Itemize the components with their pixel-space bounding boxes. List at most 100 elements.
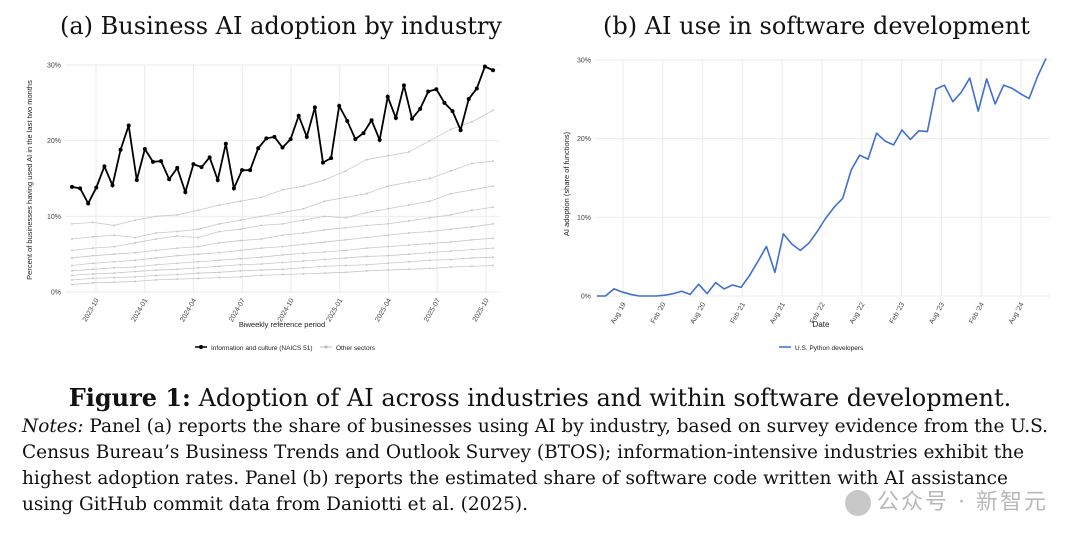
highlight-point — [150, 159, 155, 164]
y-tick-label: 20% — [577, 136, 591, 143]
other-sector-point — [239, 269, 242, 272]
y-tick-label: 30% — [577, 58, 591, 65]
other-sector-point — [197, 253, 200, 256]
other-sector-point — [71, 249, 73, 252]
other-sector-point — [344, 238, 347, 241]
other-sector-point — [407, 268, 410, 271]
other-sector-point — [155, 263, 158, 266]
other-sector-point — [155, 215, 158, 218]
other-sector-point — [71, 238, 73, 241]
other-sector-point — [176, 230, 179, 233]
other-sector-point — [218, 276, 221, 279]
other-sector-point — [239, 228, 242, 231]
other-sector-point — [134, 236, 137, 239]
other-sector-point — [113, 260, 116, 263]
other-sector-point — [71, 222, 73, 225]
chart-a-highlight-series — [70, 64, 495, 206]
highlight-point — [353, 137, 358, 142]
other-sector-point — [428, 242, 431, 245]
other-sector-point — [492, 206, 494, 209]
highlight-point — [248, 168, 253, 173]
other-sector-point — [92, 235, 95, 238]
chart-a-other-sectors — [71, 109, 494, 286]
x-tick-label: Aug '19 — [610, 301, 628, 325]
other-sector-point — [92, 254, 95, 257]
other-sector-point — [470, 256, 473, 259]
other-sector-point — [365, 247, 368, 250]
other-sector-point — [71, 283, 73, 286]
other-sector-point — [218, 271, 221, 274]
other-sector-point — [428, 259, 431, 262]
other-sector-point — [281, 273, 284, 276]
other-sector-point — [492, 256, 494, 259]
other-sector-point — [344, 249, 347, 252]
other-sector-point — [470, 120, 473, 123]
other-sector-point — [470, 188, 473, 191]
legend-highlight-label: Information and culture (NAICS 51) — [211, 345, 313, 352]
highlight-point — [329, 156, 334, 161]
other-sector-point — [260, 274, 263, 277]
other-sector-point — [492, 222, 494, 225]
other-sector-point — [281, 222, 284, 225]
legend-other-label: Other sectors — [336, 345, 376, 352]
other-sector-point — [134, 259, 137, 262]
other-sector-point — [492, 247, 494, 250]
other-sector-point — [113, 224, 116, 227]
other-sector-point — [71, 256, 73, 259]
other-sector-point — [386, 254, 389, 257]
x-tick-label: Aug '22 — [849, 301, 867, 325]
other-sector-point — [155, 256, 158, 259]
legend-python-label: U.S. Python developers — [795, 345, 864, 352]
notes-label: Notes: — [22, 416, 84, 437]
highlight-point — [118, 147, 123, 152]
highlight-point — [70, 184, 74, 189]
other-sector-point — [155, 238, 158, 241]
other-sector-point — [449, 250, 452, 253]
x-tick-label: Aug '20 — [690, 301, 708, 325]
highlight-point — [385, 94, 390, 99]
highlight-point — [450, 109, 455, 114]
highlight-point — [102, 164, 107, 169]
other-sector-point — [197, 277, 200, 280]
highlight-point — [442, 100, 447, 105]
other-sector-point — [302, 207, 305, 210]
other-sector-point — [449, 258, 452, 261]
other-sector-point — [134, 251, 137, 254]
highlight-point — [191, 162, 196, 167]
other-sector-point — [218, 259, 221, 262]
other-sector-point — [323, 258, 326, 261]
other-sector-point — [92, 247, 95, 250]
other-sector-point — [134, 241, 137, 244]
other-sector-point — [239, 263, 242, 266]
y-tick-label: 20% — [47, 138, 61, 145]
highlight-point — [288, 137, 293, 142]
other-sector-point — [365, 255, 368, 258]
figure-caption: Figure 1: Adoption of AI across industri… — [0, 383, 1080, 412]
highlight-point — [78, 186, 83, 191]
highlight-point — [434, 87, 439, 92]
highlight-point — [369, 118, 374, 123]
other-sector-point — [428, 251, 431, 254]
other-sector-point — [386, 234, 389, 237]
highlight-point — [312, 105, 317, 110]
other-sector-point — [260, 247, 263, 250]
caption-text: Adoption of AI across industries and wit… — [198, 384, 1012, 412]
other-sector-point — [470, 238, 473, 241]
figure-notes: Notes: Panel (a) reports the share of bu… — [22, 414, 1062, 518]
highlight-point — [240, 168, 245, 173]
other-sector-point — [449, 266, 452, 269]
other-sector-point — [281, 253, 284, 256]
other-sector-point — [281, 211, 284, 214]
x-tick-label: Aug '21 — [769, 301, 787, 325]
other-sector-point — [344, 196, 347, 199]
highlight-point — [231, 186, 236, 191]
other-sector-point — [407, 253, 410, 256]
x-tick-label: 2025-07 — [423, 297, 442, 323]
other-sector-point — [470, 209, 473, 212]
other-sector-point — [218, 230, 221, 233]
watermark-text: 公众号 · 新智元 — [877, 490, 1048, 515]
other-sector-point — [407, 151, 410, 154]
other-sector-point — [428, 200, 431, 203]
other-sector-point — [113, 234, 116, 237]
